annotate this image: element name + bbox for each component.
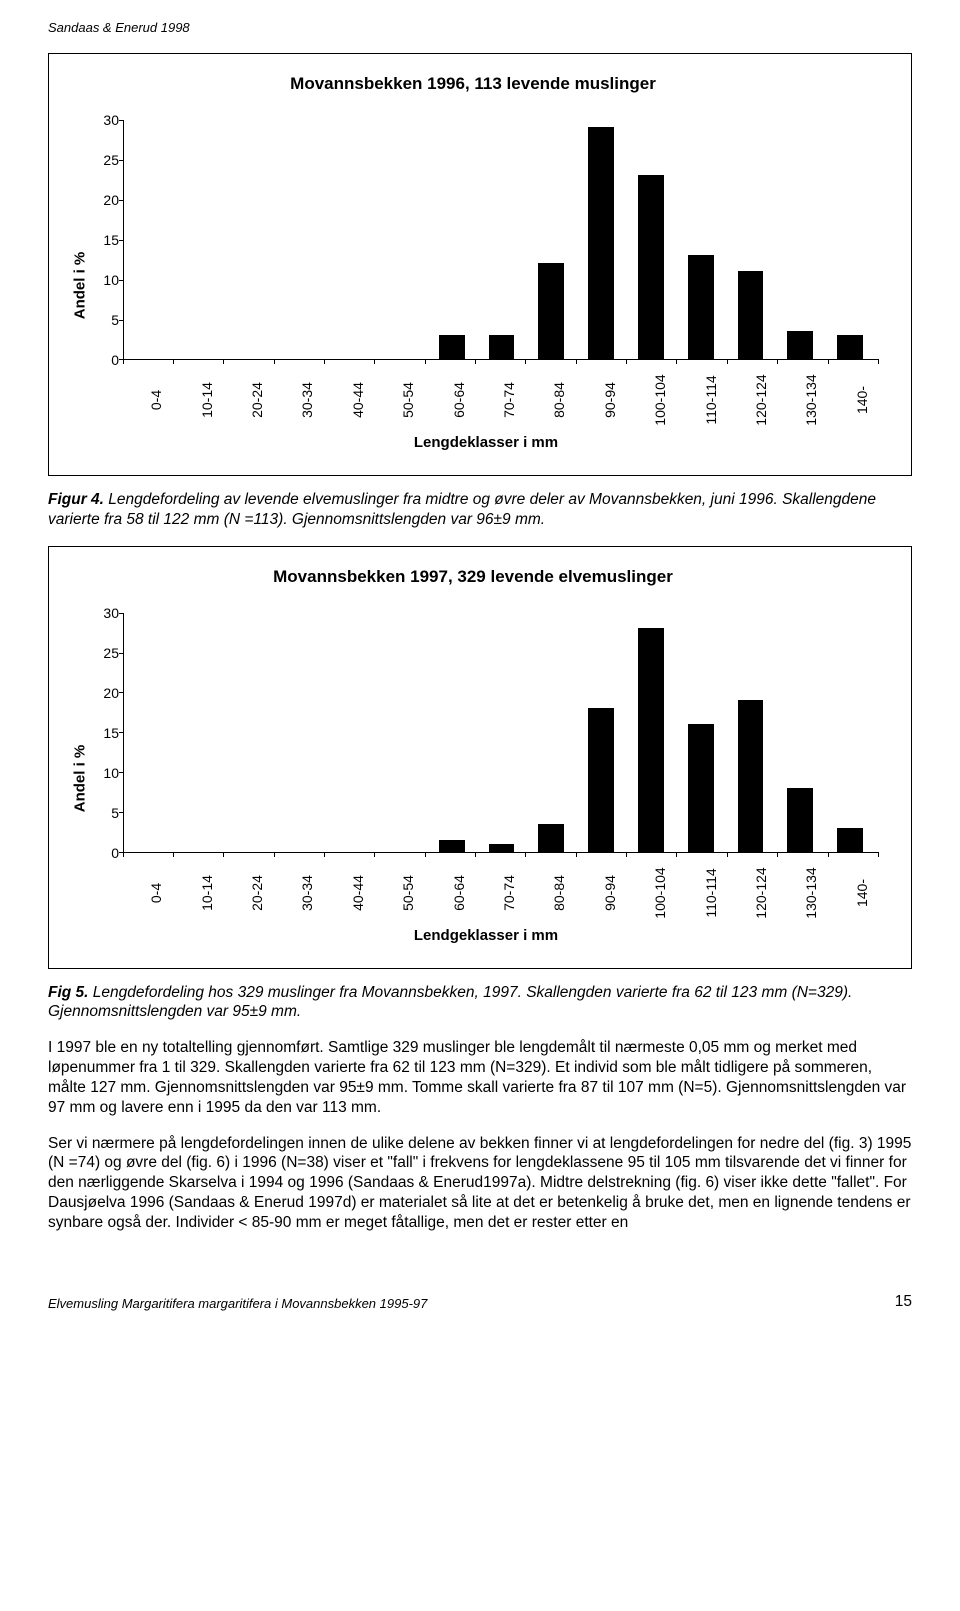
bar bbox=[638, 628, 664, 852]
bar-slot bbox=[825, 335, 875, 359]
xtick-label: 0-4 bbox=[123, 853, 173, 923]
xtick-label: 20-24 bbox=[224, 853, 274, 923]
bar bbox=[688, 724, 714, 852]
bar-slot bbox=[477, 844, 527, 852]
bar-slot bbox=[427, 840, 477, 852]
bar bbox=[588, 708, 614, 852]
bar-slot bbox=[775, 331, 825, 359]
bar bbox=[439, 840, 465, 852]
bar-slot bbox=[825, 828, 875, 852]
xtick-label: 40-44 bbox=[325, 360, 375, 430]
chart2-ylabel: Andel i % bbox=[72, 744, 89, 812]
page-footer-left: Elvemusling Margaritifera margaritifera … bbox=[48, 1296, 427, 1311]
bar bbox=[439, 335, 465, 359]
figure5-label: Fig 5. bbox=[48, 984, 88, 1001]
xtick-label: 10-14 bbox=[173, 853, 223, 923]
bar-slot bbox=[626, 628, 676, 852]
body-paragraph-1: I 1997 ble en ny totaltelling gjennomfør… bbox=[48, 1038, 912, 1117]
bar-slot bbox=[775, 788, 825, 852]
xtick-label: 80-84 bbox=[526, 853, 576, 923]
xtick-label: 60-64 bbox=[425, 360, 475, 430]
xtick-label: 50-54 bbox=[375, 853, 425, 923]
xtick-label: 140- bbox=[829, 360, 879, 430]
bar-slot bbox=[676, 255, 726, 359]
xtick-label: 30-34 bbox=[274, 360, 324, 430]
figure4-caption: Figur 4. Lengdefordeling av levende elve… bbox=[48, 490, 912, 530]
chart1-ylabel: Andel i % bbox=[72, 252, 89, 320]
xtick-label: 0-4 bbox=[123, 360, 173, 430]
footer-suffix: i Movannsbekken 1995-97 bbox=[271, 1296, 427, 1311]
bar-slot bbox=[526, 263, 576, 359]
chart2-xticks: 0-410-1420-2430-3440-4450-5460-6470-7480… bbox=[93, 853, 879, 923]
page-header-citation: Sandaas & Enerud 1998 bbox=[48, 20, 912, 35]
bar-slot bbox=[576, 708, 626, 852]
xtick-label: 110-114 bbox=[677, 360, 727, 430]
chart-1996: Movannsbekken 1996, 113 levende muslinge… bbox=[48, 53, 912, 476]
xtick-label: 40-44 bbox=[325, 853, 375, 923]
xtick-label: 90-94 bbox=[577, 853, 627, 923]
bar bbox=[489, 335, 515, 359]
bar bbox=[538, 824, 564, 852]
footer-species-name: Margaritifera margaritifera bbox=[122, 1296, 272, 1311]
chart2-title: Movannsbekken 1997, 329 levende elvemusl… bbox=[67, 567, 879, 587]
bar bbox=[538, 263, 564, 359]
figure4-text: Lengdefordeling av levende elvemuslinger… bbox=[48, 491, 876, 528]
xtick-label: 110-114 bbox=[677, 853, 727, 923]
xtick-label: 140- bbox=[829, 853, 879, 923]
xtick-label: 50-54 bbox=[375, 360, 425, 430]
figure4-label: Figur 4. bbox=[48, 491, 104, 508]
xtick-label: 20-24 bbox=[224, 360, 274, 430]
xtick-label: 130-134 bbox=[778, 853, 828, 923]
bar-slot bbox=[576, 127, 626, 359]
bar bbox=[489, 844, 515, 852]
chart-1997: Movannsbekken 1997, 329 levende elvemusl… bbox=[48, 546, 912, 969]
bar bbox=[738, 700, 764, 852]
xtick-label: 30-34 bbox=[274, 853, 324, 923]
xtick-label: 120-124 bbox=[728, 853, 778, 923]
bar bbox=[588, 127, 614, 359]
chart2-xlabel: Lendgeklasser i mm bbox=[93, 927, 879, 944]
footer-prefix: Elvemusling bbox=[48, 1296, 122, 1311]
chart1-xlabel: Lengdeklasser i mm bbox=[93, 434, 879, 451]
bar-slot bbox=[626, 175, 676, 359]
bar-slot bbox=[477, 335, 527, 359]
xtick-label: 130-134 bbox=[778, 360, 828, 430]
bar bbox=[787, 331, 813, 359]
xtick-label: 70-74 bbox=[476, 853, 526, 923]
xtick-label: 100-104 bbox=[627, 360, 677, 430]
page-number: 15 bbox=[895, 1293, 912, 1311]
chart1-title: Movannsbekken 1996, 113 levende muslinge… bbox=[67, 74, 879, 94]
chart1-xticks: 0-410-1420-2430-3440-4450-5460-6470-7480… bbox=[93, 360, 879, 430]
bar-slot bbox=[726, 700, 776, 852]
figure5-caption: Fig 5. Lengdefordeling hos 329 muslinger… bbox=[48, 983, 912, 1023]
bar-slot bbox=[676, 724, 726, 852]
figure5-text: Lengdefordeling hos 329 muslinger fra Mo… bbox=[48, 984, 852, 1021]
chart1-plot bbox=[123, 120, 879, 360]
xtick-label: 100-104 bbox=[627, 853, 677, 923]
xtick-label: 120-124 bbox=[728, 360, 778, 430]
bar bbox=[837, 828, 863, 852]
bar-slot bbox=[526, 824, 576, 852]
bar-slot bbox=[726, 271, 776, 359]
xtick-label: 60-64 bbox=[425, 853, 475, 923]
bar bbox=[638, 175, 664, 359]
bar bbox=[688, 255, 714, 359]
bar bbox=[837, 335, 863, 359]
bar-slot bbox=[427, 335, 477, 359]
xtick-label: 10-14 bbox=[173, 360, 223, 430]
chart2-plot bbox=[123, 613, 879, 853]
xtick-label: 90-94 bbox=[577, 360, 627, 430]
xtick-label: 80-84 bbox=[526, 360, 576, 430]
body-paragraph-2: Ser vi nærmere på lengdefordelingen inne… bbox=[48, 1134, 912, 1233]
bar bbox=[738, 271, 764, 359]
xtick-label: 70-74 bbox=[476, 360, 526, 430]
bar bbox=[787, 788, 813, 852]
